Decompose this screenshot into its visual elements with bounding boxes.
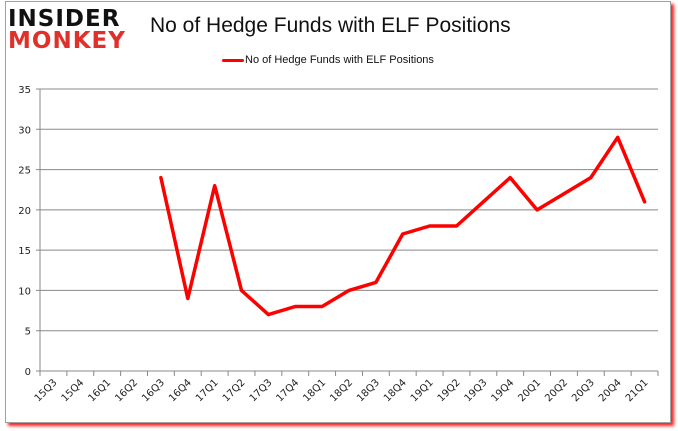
- y-tick-label: 0: [25, 367, 31, 378]
- x-tick-label: 15Q3: [33, 377, 60, 404]
- x-tick-label: 20Q4: [597, 377, 624, 404]
- x-tick-label: 19Q4: [489, 377, 516, 404]
- x-tick-label: 17Q4: [275, 377, 302, 404]
- logo-line-2: MONKEY: [8, 28, 126, 54]
- x-tick-label: 19Q1: [409, 377, 436, 404]
- x-tick-label: 21Q1: [624, 377, 651, 404]
- y-tick-label: 15: [18, 246, 31, 257]
- x-tick-label: 18Q2: [328, 377, 355, 404]
- y-tick-label: 35: [18, 85, 31, 96]
- x-tick-label: 17Q1: [194, 377, 221, 404]
- y-tick-label: 20: [18, 206, 31, 217]
- y-tick-label: 10: [18, 286, 31, 297]
- chart-title: No of Hedge Funds with ELF Positions: [150, 14, 511, 37]
- x-tick-label: 18Q4: [382, 377, 409, 404]
- x-tick-label: 19Q3: [463, 377, 490, 404]
- y-tick-label: 30: [18, 125, 31, 136]
- y-tick-label: 5: [25, 327, 31, 338]
- x-tick-label: 17Q2: [221, 377, 248, 404]
- x-tick-label: 18Q1: [301, 377, 328, 404]
- legend-line-swatch-icon: [222, 58, 244, 62]
- x-tick-label: 19Q2: [436, 377, 463, 404]
- x-tick-label: 20Q2: [543, 377, 570, 404]
- x-tick-label: 20Q3: [570, 377, 597, 404]
- insider-monkey-logo: INSIDER MONKEY: [8, 6, 126, 54]
- x-tick-label: 16Q1: [86, 377, 113, 404]
- x-tick-label: 15Q4: [60, 377, 87, 404]
- x-tick-label: 16Q4: [167, 377, 194, 404]
- series-line: [159, 135, 647, 317]
- y-tick-label: 25: [18, 166, 31, 177]
- chart-frame: [5, 1, 671, 423]
- x-tick-label: 18Q3: [355, 377, 382, 404]
- x-tick-label: 20Q1: [516, 377, 543, 404]
- logo-line-1: INSIDER: [8, 6, 121, 32]
- x-tick-label: 16Q3: [140, 377, 167, 404]
- chart-legend: No of Hedge Funds with ELF Positions: [222, 54, 434, 66]
- x-tick-label: 17Q3: [248, 377, 275, 404]
- legend-label: No of Hedge Funds with ELF Positions: [245, 54, 434, 66]
- x-tick-label: 16Q2: [113, 377, 140, 404]
